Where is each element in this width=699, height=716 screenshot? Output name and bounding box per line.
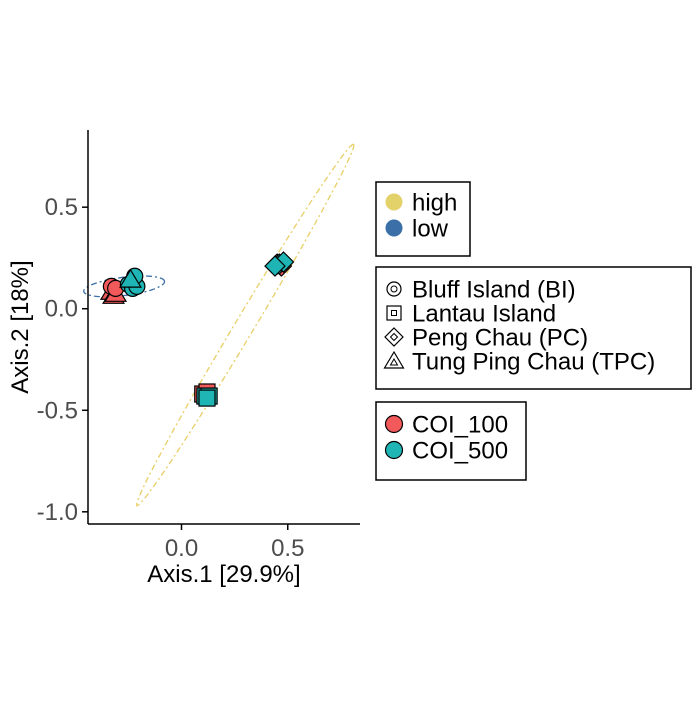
x-tick-label: 0.5 [271, 535, 304, 562]
x-axis-title: Axis.1 [29.9%] [147, 561, 300, 588]
legend-key-square-inner [391, 310, 397, 316]
legend-key-triangle [383, 350, 405, 369]
data-point [198, 389, 216, 407]
legend-label: high [412, 190, 457, 217]
legend-key-square [386, 305, 402, 321]
ellipse-low [83, 275, 166, 298]
legend-key-COI_500 [384, 440, 404, 460]
legend-key-circle-inner [390, 285, 398, 293]
legend-label: Bluff Island (BI) [412, 277, 576, 304]
legend-label: COI_100 [412, 412, 508, 439]
y-tick-label: -1.0 [37, 499, 78, 526]
x-tick-label: 0.0 [165, 535, 198, 562]
legend-key-diamond-inner [389, 332, 399, 342]
legend-box [375, 401, 527, 481]
legend-key-circle [386, 281, 402, 297]
y-axis-title: Axis.2 [18%] [7, 260, 34, 393]
y-tick-label: 0.0 [45, 296, 78, 323]
legend-key-diamond [384, 327, 404, 347]
y-tick-label: 0.5 [45, 194, 78, 221]
legend-key-triangle-inner [389, 358, 399, 366]
legend-label: COI_500 [412, 438, 508, 465]
data-point [264, 255, 286, 277]
legend-box [375, 266, 692, 390]
data-point [119, 268, 142, 288]
legend-label: Lantau Island [412, 301, 556, 328]
data-points [99, 251, 295, 407]
legend-label: Tung Ping Chau (TPC) [412, 349, 655, 376]
legend-label: Peng Chau (PC) [412, 325, 588, 352]
legend-label: low [412, 216, 449, 243]
legend-key-COI_100 [384, 414, 404, 434]
legend-key-high [385, 193, 403, 211]
y-tick-label: -0.5 [37, 397, 78, 424]
group-ellipses [83, 143, 355, 507]
axes: 0.5 0.0 -0.5 -1.0 0.0 0.5 [37, 130, 360, 562]
ellipse-high [135, 143, 355, 507]
legend-key-low [385, 219, 403, 237]
